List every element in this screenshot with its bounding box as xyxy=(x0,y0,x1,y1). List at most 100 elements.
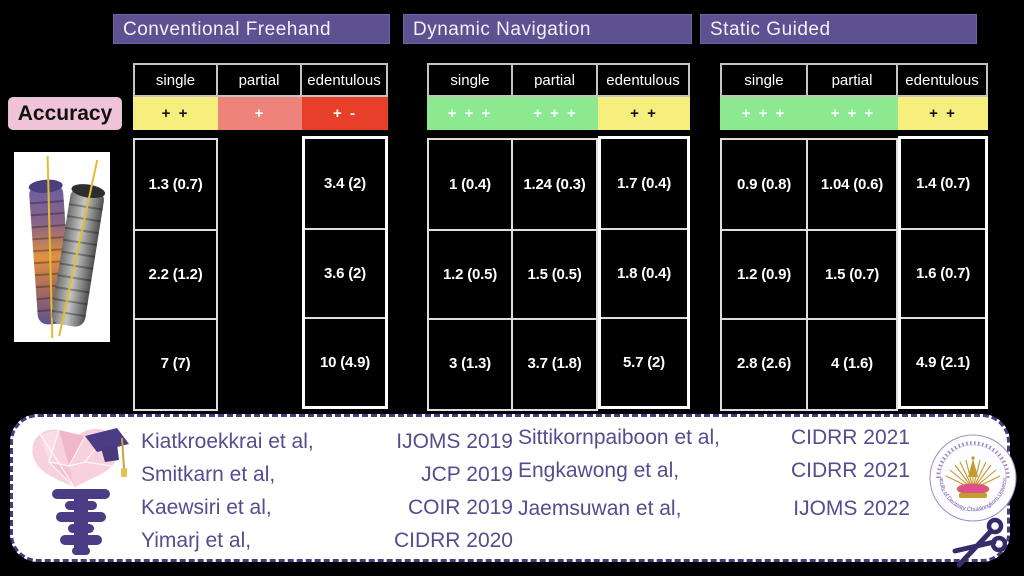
column-header-single: single xyxy=(720,63,808,97)
university-seal: Faculty of Dentistry Chulalongkorn Unive… xyxy=(926,429,1018,528)
citation-authors: Kiatkroekkrai et al, xyxy=(141,429,314,453)
column-partial: 1.24 (0.3) 1.5 (0.5) 3.7 (1.8) xyxy=(513,138,598,411)
column-header-partial: partial xyxy=(218,63,302,97)
value-cell: 1 (0.4) xyxy=(449,176,491,193)
citation-panel: Kiatkroekkrai et al, IJOMS 2019 Smitkarn… xyxy=(10,414,1017,568)
column-header-edentulous: edentulous xyxy=(302,63,388,97)
axis-line-left xyxy=(46,156,54,339)
value-cell: 1.3 (0.7) xyxy=(148,176,203,193)
column-header-single: single xyxy=(427,63,513,97)
column-edentulous-highlighted: 1.7 (0.4) 1.8 (0.4) 5.7 (2) xyxy=(598,136,690,409)
value-cell: 1.7 (0.4) xyxy=(616,175,672,192)
rating-row: + + + + - xyxy=(133,97,388,130)
graduation-cap-icon xyxy=(85,428,129,452)
value-cell: 1.5 (0.5) xyxy=(513,229,596,318)
value-cell xyxy=(218,227,302,316)
value-cell: 1.2 (0.5) xyxy=(429,229,511,318)
value-cell: 1.4 (0.7) xyxy=(915,175,971,192)
value-cell: 0.9 (0.8) xyxy=(736,176,792,193)
citation-journal: COIR 2019 xyxy=(407,495,513,519)
column-header-row: single partial edentulous xyxy=(427,63,690,97)
value-cell: 5.7 (2) xyxy=(601,317,687,406)
citation-authors: Engkawong et al, xyxy=(518,458,680,482)
value-cell: 1.04 (0.6) xyxy=(820,176,884,193)
citation-authors: Smitkarn et al, xyxy=(141,462,276,486)
value-cell: 2.8 (2.6) xyxy=(722,318,806,407)
column-header-row: single partial edentulous xyxy=(133,63,388,97)
group-conventional-freehand: single partial edentulous + + + + - 1.3 … xyxy=(133,63,388,411)
citation: Kaewsiri et al, COIR 2019 xyxy=(141,491,513,524)
dental-implants-image xyxy=(28,156,106,339)
rating-cell: + - xyxy=(302,97,388,130)
group-title-conventional-freehand: Conventional Freehand xyxy=(113,14,390,44)
group-title-dynamic-navigation: Dynamic Navigation xyxy=(403,14,692,44)
column-header-partial: partial xyxy=(513,63,598,97)
column-single: 1.3 (0.7) 2.2 (1.2) 7 (7) xyxy=(133,138,218,411)
citation-journal: CIDRR 2021 xyxy=(790,425,910,449)
value-cell: 4 (1.6) xyxy=(808,318,896,407)
rating-cell: + + + xyxy=(513,97,598,130)
column-edentulous-highlighted: 1.4 (0.7) 1.6 (0.7) 4.9 (2.1) xyxy=(898,136,988,409)
group-dynamic-navigation: single partial edentulous + + + + + + + … xyxy=(427,63,690,411)
value-cell xyxy=(218,138,302,227)
rating-cell: + + xyxy=(133,97,218,130)
citations-right-column: Sittikornpaiboon et al, CIDRR 2021 Engka… xyxy=(518,421,910,525)
scissors-icon xyxy=(951,517,1008,576)
citation-authors: Yimarj et al, xyxy=(141,528,252,552)
column-edentulous-highlighted: 3.4 (2) 3.6 (2) 10 (4.9) xyxy=(302,136,388,409)
implant-gray xyxy=(51,159,106,337)
column-header-edentulous: edentulous xyxy=(898,63,988,97)
value-cell: 1.24 (0.3) xyxy=(523,176,586,193)
column-single: 1 (0.4) 1.2 (0.5) 3 (1.3) xyxy=(427,138,513,411)
value-cell: 1.2 (0.9) xyxy=(722,229,806,318)
rating-cell: + + xyxy=(598,97,690,130)
value-cell: 1.6 (0.7) xyxy=(901,228,985,317)
citation-authors: Sittikornpaiboon et al, xyxy=(518,425,720,449)
column-header-single: single xyxy=(133,63,218,97)
citation-journal: IJOMS 2022 xyxy=(793,496,910,520)
value-cell: 10 (4.9) xyxy=(305,317,385,406)
implant-screw-icon xyxy=(52,489,110,555)
value-cell: 1.8 (0.4) xyxy=(601,228,687,317)
data-table: 1 (0.4) 1.2 (0.5) 3 (1.3) 1.24 (0.3) 1.5… xyxy=(427,136,690,411)
rating-row: + + + + + + + + xyxy=(427,97,690,130)
citation-journal: CIDRR 2021 xyxy=(790,458,910,482)
value-cell xyxy=(218,316,302,405)
value-cell: 3 (1.3) xyxy=(429,318,511,407)
value-cell: 4.9 (2.1) xyxy=(901,317,985,406)
value-cell: 2.2 (1.2) xyxy=(135,229,216,318)
citation: Jaemsuwan et al, IJOMS 2022 xyxy=(518,492,910,525)
data-table: 0.9 (0.8) 1.2 (0.9) 2.8 (2.6) 1.04 (0.6)… xyxy=(720,136,988,411)
accuracy-row-label: Accuracy xyxy=(8,97,122,130)
value-cell: 3.7 (1.8) xyxy=(513,318,596,407)
group-title-static-guided: Static Guided xyxy=(700,14,977,44)
citation-authors: Jaemsuwan et al, xyxy=(518,496,682,520)
citation-journal: CIDRR 2020 xyxy=(393,528,513,552)
column-partial-empty xyxy=(218,138,302,411)
citations-left-column: Kiatkroekkrai et al, IJOMS 2019 Smitkarn… xyxy=(141,425,513,557)
column-header-partial: partial xyxy=(808,63,898,97)
rating-cell: + + + xyxy=(427,97,513,130)
dentistry-logo xyxy=(25,422,137,561)
citation-journal: IJOMS 2019 xyxy=(396,429,513,453)
rating-cell: + + + xyxy=(720,97,808,130)
citation: Sittikornpaiboon et al, CIDRR 2021 xyxy=(518,421,910,454)
column-single: 0.9 (0.8) 1.2 (0.9) 2.8 (2.6) xyxy=(720,138,808,411)
citation-authors: Kaewsiri et al, xyxy=(141,495,272,519)
citation: Engkawong et al, CIDRR 2021 xyxy=(518,454,910,487)
heart-gradcap-implant-icon xyxy=(32,428,129,555)
rating-cell: + + xyxy=(898,97,988,130)
rating-cell: + + + xyxy=(808,97,898,130)
column-partial: 1.04 (0.6) 1.5 (0.7) 4 (1.6) xyxy=(808,138,898,411)
citation: Kiatkroekkrai et al, IJOMS 2019 xyxy=(141,425,513,458)
value-cell: 3.6 (2) xyxy=(305,228,385,317)
phra-kiao-crown xyxy=(968,459,978,477)
rating-cell: + xyxy=(218,97,302,130)
value-cell: 3.4 (2) xyxy=(324,175,366,192)
data-table: 1.3 (0.7) 2.2 (1.2) 7 (7) 3.4 (2) 3.6 (2… xyxy=(133,136,388,411)
value-cell: 7 (7) xyxy=(135,318,216,407)
chulalongkorn-seal-icon: Faculty of Dentistry Chulalongkorn Unive… xyxy=(926,429,1017,522)
citation: Yimarj et al, CIDRR 2020 xyxy=(141,524,513,557)
value-cell: 1.5 (0.7) xyxy=(808,229,896,318)
group-static-guided: single partial edentulous + + + + + + + … xyxy=(720,63,988,411)
